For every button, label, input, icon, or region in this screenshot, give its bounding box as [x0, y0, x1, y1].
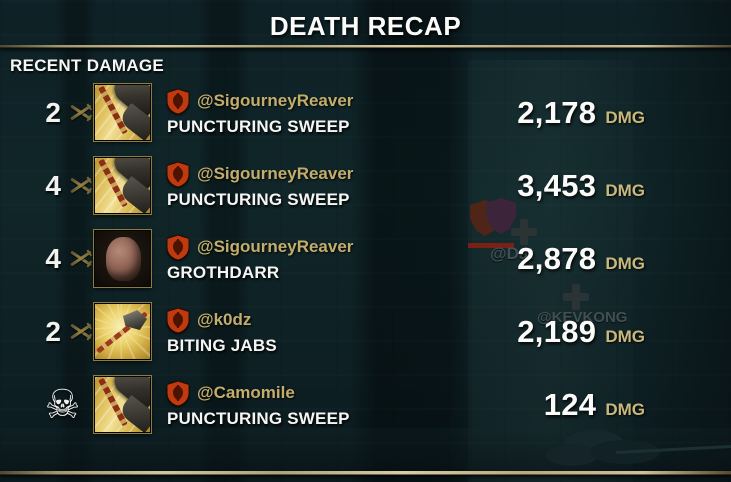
- ability-name: PUNCTURING SWEEP: [167, 189, 350, 209]
- damage-row: 4 @SigourneyReaver PUNCTURING SWEEP 3,453 DM…: [30, 157, 645, 214]
- alliance-shield-icon: [166, 233, 190, 261]
- hit-count-value: 4: [45, 242, 61, 274]
- damage-unit-label: DMG: [605, 326, 645, 346]
- hit-count-value: 4: [45, 169, 61, 201]
- damage-amount: 2,178 DMG: [517, 95, 645, 131]
- damage-row: 2 @SigourneyReaver PUNCTURING SWEEP 2,178 DM…: [30, 84, 645, 141]
- biting-jabs-icon: [94, 303, 151, 360]
- attack-info: @k0dz BITING JABS: [166, 306, 277, 356]
- damage-amount: 3,453 DMG: [517, 168, 645, 204]
- background-health-bar: [468, 243, 514, 248]
- grothdarr-icon: [94, 230, 151, 287]
- hit-count: 4: [30, 170, 94, 202]
- damage-amount: 2,878 DMG: [517, 241, 645, 277]
- damage-value: 2,878: [517, 240, 597, 276]
- ability-name: BITING JABS: [167, 335, 277, 355]
- damage-value: 3,453: [517, 167, 597, 203]
- damage-list: 2 @SigourneyReaver PUNCTURING SWEEP 2,178 DM…: [30, 84, 645, 433]
- damage-row: ☠ @Camomile PUNCTURING SWEEP 124 DMG: [30, 376, 645, 433]
- player-name: @Camomile: [197, 383, 295, 402]
- damage-amount: 124 DMG: [544, 387, 645, 423]
- damage-value: 124: [543, 386, 597, 422]
- damage-row: 2 @k0dz BITING JABS 2,189 DMG: [30, 303, 645, 360]
- background-floor: [0, 428, 731, 474]
- hit-count: ☠: [30, 385, 94, 425]
- damage-amount: 2,189 DMG: [517, 314, 645, 350]
- background-nameplate: @KEVKONG: [537, 309, 628, 326]
- crossed-swords-icon: [68, 101, 94, 125]
- ability-name: GROTHDARR: [167, 262, 280, 282]
- attack-info: @SigourneyReaver PUNCTURING SWEEP: [166, 87, 354, 137]
- hit-count: 4: [30, 243, 94, 275]
- attack-info: @SigourneyReaver GROTHDARR: [166, 233, 354, 283]
- crossed-swords-icon: [68, 320, 94, 344]
- alliance-shield-icon: [166, 306, 190, 334]
- player-name: @k0dz: [197, 310, 252, 329]
- player-name: @SigourneyReaver: [197, 237, 354, 256]
- dropped-spear: [616, 444, 731, 455]
- hit-count: 2: [30, 316, 94, 348]
- damage-unit-label: DMG: [605, 399, 645, 419]
- alliance-shield-icon: [166, 379, 190, 407]
- damage-value: 2,178: [517, 94, 597, 130]
- puncturing-sweep-icon: [94, 157, 151, 214]
- ability-name: PUNCTURING SWEEP: [167, 116, 350, 136]
- hit-count: 2: [30, 97, 94, 129]
- damage-unit-label: DMG: [605, 180, 645, 200]
- background-rock-wall: [630, 0, 731, 482]
- recent-damage-label: RECENT DAMAGE: [10, 56, 165, 75]
- puncturing-sweep-icon: [94, 84, 151, 141]
- header-divider-line: [0, 45, 731, 48]
- damage-unit-label: DMG: [605, 107, 645, 127]
- background-nameplate-shield-icons: [470, 198, 530, 258]
- hit-count-value: 2: [45, 315, 61, 347]
- killing-blow-skull-icon: ☠: [44, 381, 81, 428]
- ability-name: PUNCTURING SWEEP: [167, 408, 350, 428]
- background-nameplate: @Dat: [490, 244, 534, 263]
- damage-value: 2,189: [517, 313, 597, 349]
- hit-count-value: 2: [45, 96, 61, 128]
- footer-divider-line: [0, 471, 731, 475]
- player-name: @SigourneyReaver: [197, 91, 354, 110]
- damage-unit-label: DMG: [605, 253, 645, 273]
- attack-info: @SigourneyReaver PUNCTURING SWEEP: [166, 160, 354, 210]
- attack-info: @Camomile PUNCTURING SWEEP: [166, 379, 350, 429]
- crossed-swords-icon: [68, 174, 94, 198]
- puncturing-sweep-icon: [94, 376, 151, 433]
- page-title: DEATH RECAP: [269, 11, 462, 41]
- damage-row: 4 @SigourneyReaver GROTHDARR 2,878 DMG: [30, 230, 645, 287]
- crossed-swords-icon: [68, 247, 94, 271]
- player-name: @SigourneyReaver: [197, 164, 354, 183]
- alliance-shield-icon: [166, 87, 190, 115]
- alliance-shield-icon: [166, 160, 190, 188]
